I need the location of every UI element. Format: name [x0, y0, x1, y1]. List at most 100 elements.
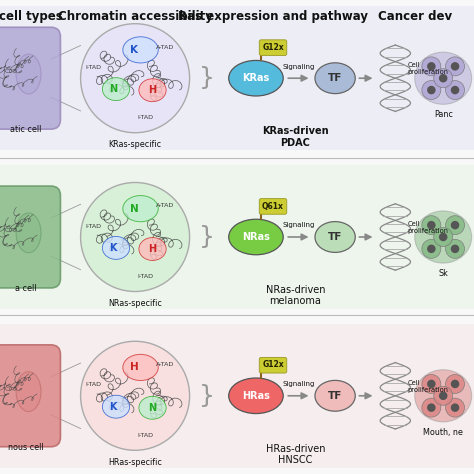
FancyBboxPatch shape: [0, 323, 474, 468]
Text: Cell
proliferation: Cell proliferation: [407, 221, 448, 234]
Circle shape: [434, 228, 453, 246]
Circle shape: [427, 86, 436, 94]
Ellipse shape: [415, 370, 472, 422]
Text: NRas-driven
melanoma: NRas-driven melanoma: [266, 285, 325, 306]
Text: I-TAD: I-TAD: [85, 383, 101, 387]
Ellipse shape: [228, 61, 283, 96]
Text: Cell
proliferation: Cell proliferation: [407, 62, 448, 75]
Circle shape: [451, 380, 459, 388]
Circle shape: [427, 62, 436, 71]
Circle shape: [427, 380, 436, 388]
Text: K: K: [130, 45, 138, 55]
Circle shape: [451, 62, 459, 71]
Text: I-TAD: I-TAD: [138, 433, 154, 438]
Text: Sk: Sk: [438, 269, 448, 278]
Text: Ras expression and pathway: Ras expression and pathway: [178, 10, 367, 23]
Text: I-TAD: I-TAD: [85, 65, 101, 70]
Circle shape: [451, 403, 459, 412]
Circle shape: [81, 182, 190, 292]
Ellipse shape: [102, 78, 129, 100]
Text: Q61x: Q61x: [262, 202, 284, 210]
Ellipse shape: [228, 378, 283, 413]
Text: Cancer dev: Cancer dev: [378, 10, 452, 23]
Text: cell types: cell types: [0, 10, 63, 23]
Ellipse shape: [16, 54, 41, 94]
Ellipse shape: [139, 396, 166, 419]
FancyBboxPatch shape: [0, 27, 61, 129]
Circle shape: [446, 216, 465, 235]
Text: TF: TF: [328, 232, 342, 242]
Ellipse shape: [415, 211, 472, 263]
Text: Signaling: Signaling: [282, 381, 315, 387]
Circle shape: [427, 221, 436, 229]
Ellipse shape: [228, 219, 283, 255]
FancyBboxPatch shape: [259, 40, 287, 55]
Ellipse shape: [102, 237, 129, 259]
Ellipse shape: [315, 380, 355, 411]
Circle shape: [422, 81, 441, 100]
Circle shape: [451, 245, 459, 253]
Ellipse shape: [315, 222, 355, 252]
Circle shape: [422, 239, 441, 258]
Text: TF: TF: [328, 73, 342, 83]
Circle shape: [451, 221, 459, 229]
Text: Cell
proliferation: Cell proliferation: [407, 380, 448, 393]
Text: N: N: [148, 403, 156, 413]
Text: }: }: [199, 384, 215, 408]
Ellipse shape: [315, 63, 355, 94]
Circle shape: [434, 69, 453, 88]
Circle shape: [81, 341, 190, 450]
Text: NRas-specific: NRas-specific: [108, 299, 162, 308]
Ellipse shape: [16, 372, 41, 411]
Ellipse shape: [102, 395, 129, 418]
Ellipse shape: [123, 355, 158, 381]
Ellipse shape: [139, 237, 166, 260]
Ellipse shape: [123, 196, 158, 222]
Circle shape: [439, 233, 447, 241]
Text: Signaling: Signaling: [282, 64, 315, 70]
Text: G12x: G12x: [262, 361, 284, 369]
Text: A-TAD: A-TAD: [156, 362, 174, 367]
Text: atic cell: atic cell: [10, 126, 42, 134]
Circle shape: [422, 398, 441, 417]
Circle shape: [451, 86, 459, 94]
Circle shape: [427, 245, 436, 253]
Text: N: N: [109, 84, 118, 94]
Text: Mouth, ne: Mouth, ne: [423, 428, 463, 437]
Text: A-TAD: A-TAD: [156, 45, 174, 50]
Text: HRas-driven
HNSCC: HRas-driven HNSCC: [266, 444, 325, 465]
Text: G12x: G12x: [262, 43, 284, 52]
Text: H: H: [129, 363, 138, 373]
Circle shape: [427, 403, 436, 412]
Text: NRas: NRas: [242, 232, 270, 242]
Circle shape: [439, 392, 447, 400]
Text: }: }: [199, 225, 215, 249]
Text: TF: TF: [328, 391, 342, 401]
Circle shape: [446, 239, 465, 258]
Text: I-TAD: I-TAD: [85, 224, 101, 228]
Text: Panc: Panc: [434, 110, 453, 119]
Text: I-TAD: I-TAD: [138, 115, 154, 120]
Text: }: }: [199, 66, 215, 90]
Text: Chromatin accessibility: Chromatin accessibility: [58, 10, 212, 23]
Text: K: K: [109, 243, 117, 253]
Text: K: K: [109, 401, 117, 412]
Text: KRas-driven
PDAC: KRas-driven PDAC: [262, 126, 329, 148]
Circle shape: [434, 386, 453, 405]
FancyBboxPatch shape: [259, 199, 287, 214]
FancyBboxPatch shape: [259, 357, 287, 373]
Text: H: H: [148, 85, 156, 95]
Circle shape: [439, 74, 447, 82]
Circle shape: [446, 374, 465, 393]
Text: HRas-specific: HRas-specific: [108, 458, 162, 467]
FancyBboxPatch shape: [0, 165, 474, 310]
Circle shape: [422, 216, 441, 235]
Text: N: N: [129, 204, 138, 214]
Text: KRas-specific: KRas-specific: [109, 140, 162, 149]
Ellipse shape: [415, 52, 472, 104]
Text: I-TAD: I-TAD: [138, 274, 154, 279]
FancyBboxPatch shape: [0, 6, 474, 151]
Circle shape: [446, 57, 465, 76]
FancyBboxPatch shape: [0, 186, 61, 288]
Text: H: H: [148, 244, 156, 254]
